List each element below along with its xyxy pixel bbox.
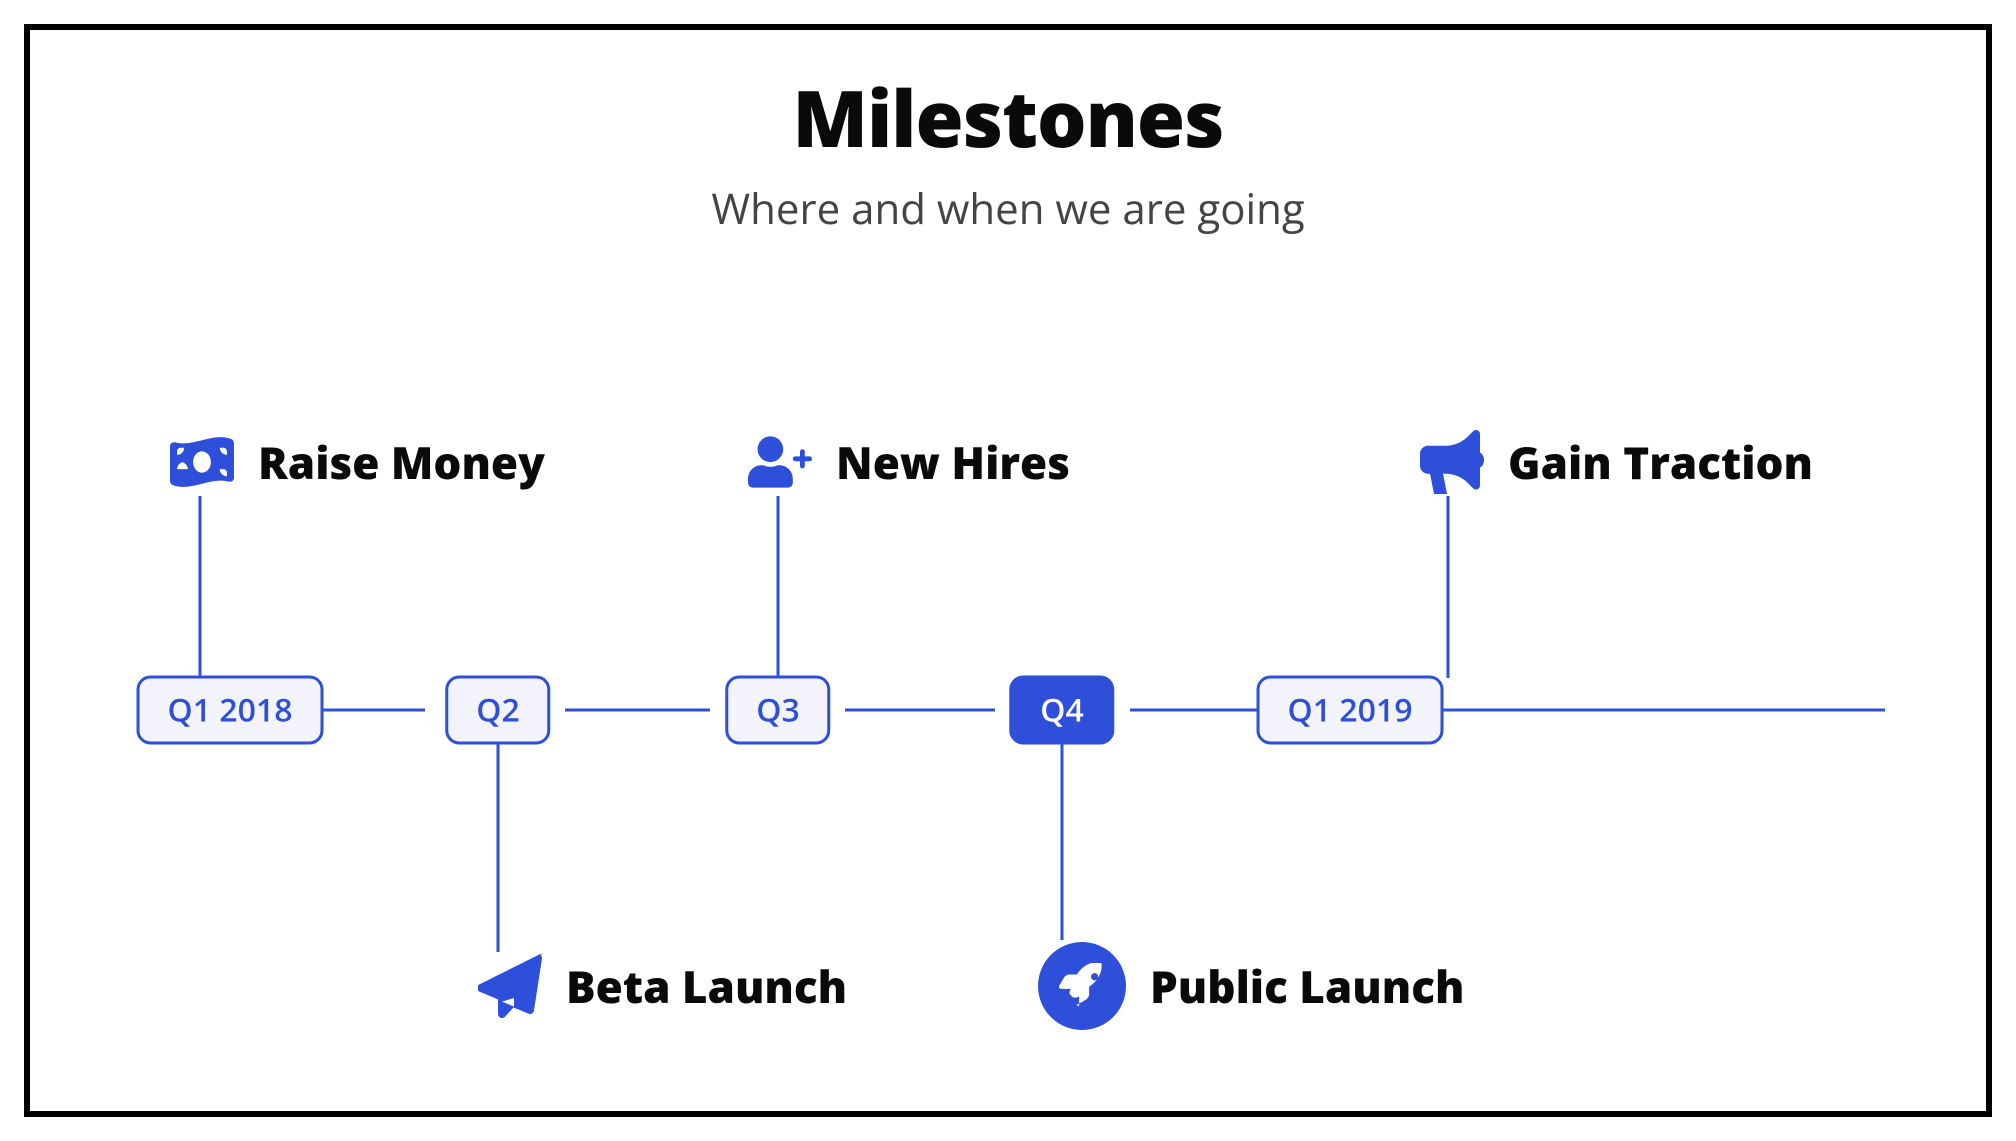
milestone-label: Public Launch: [1150, 956, 1464, 1016]
milestone-label: New Hires: [836, 432, 1070, 492]
slide-frame: Milestones Where and when we are going Q…: [0, 0, 2016, 1141]
slide-subtitle: Where and when we are going: [30, 180, 1986, 237]
timeline-node-q2: Q2: [445, 676, 550, 745]
timeline-segment: [1130, 709, 1270, 712]
timeline-node-q3: Q3: [725, 676, 830, 745]
slide-inner: Milestones Where and when we are going Q…: [24, 24, 1992, 1117]
timeline-segment: [1420, 709, 1885, 712]
milestone-gain-traction: Gain Traction: [1420, 430, 1813, 494]
paper-plane-icon: [478, 954, 542, 1018]
milestone-label: Raise Money: [258, 432, 545, 492]
slide-title: Milestones: [30, 64, 1986, 170]
timeline-node-q4: Q4: [1009, 676, 1114, 745]
milestone-beta-launch: Beta Launch: [478, 954, 847, 1018]
user-plus-icon: [748, 430, 812, 494]
connector-public-launch: [1061, 742, 1064, 940]
connector-raise-money: [199, 496, 202, 678]
milestone-label: Gain Traction: [1508, 432, 1813, 492]
milestone-new-hires: New Hires: [748, 430, 1070, 494]
timeline-segment: [565, 709, 710, 712]
rocket-icon: [1038, 942, 1126, 1030]
connector-beta-launch: [497, 742, 500, 952]
milestone-public-launch: Public Launch: [1038, 942, 1464, 1030]
bullhorn-icon: [1420, 430, 1484, 494]
timeline-node-q1-2018: Q1 2018: [137, 676, 324, 745]
money-icon: [170, 430, 234, 494]
timeline-node-q1-2019: Q1 2019: [1257, 676, 1444, 745]
milestone-label: Beta Launch: [566, 956, 847, 1016]
connector-gain-traction: [1447, 496, 1450, 678]
timeline-segment: [845, 709, 995, 712]
connector-new-hires: [777, 496, 780, 678]
milestone-raise-money: Raise Money: [170, 430, 545, 494]
